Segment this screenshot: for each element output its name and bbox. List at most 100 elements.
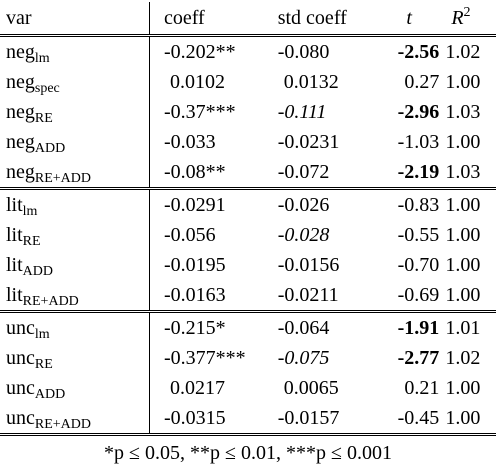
std-coeff-value: 0.0065 (284, 377, 339, 399)
r2-cell: 1.02 (443, 36, 496, 68)
std-coeff-cell: -0.080 (272, 36, 379, 68)
t-cell: -0.55 (379, 220, 443, 250)
t-cell: -0.83 (379, 189, 443, 221)
var-cell: neglm (0, 36, 149, 68)
std-coeff-cell: -0.0156 (272, 250, 379, 280)
t-cell: -1.03 (379, 127, 443, 157)
table-row: litlm -0.0291 -0.026 -0.83 1.00 (0, 189, 496, 221)
header-r2: R2 (443, 2, 496, 36)
t-cell: -0.70 (379, 250, 443, 280)
var-base: lit (6, 284, 23, 306)
var-cell: litADD (0, 250, 149, 280)
var-cell: litlm (0, 189, 149, 221)
var-sub: ADD (35, 387, 65, 402)
header-coeff: coeff (149, 2, 271, 36)
std-coeff-cell: -0.028 (272, 220, 379, 250)
header-var: var (0, 2, 149, 36)
var-cell: litRE (0, 220, 149, 250)
header-r2-base: R (451, 7, 463, 29)
r2-cell: 1.00 (443, 67, 496, 97)
coeff-cell: -0.202** (149, 36, 271, 68)
r2-cell: 1.01 (443, 312, 496, 344)
table-row: litRE+ADD -0.0163 -0.0211 -0.69 1.00 (0, 280, 496, 312)
t-cell: -2.77 (379, 343, 443, 373)
std-coeff-cell: 0.0065 (272, 373, 379, 403)
std-coeff-cell: -0.064 (272, 312, 379, 344)
table-row: uncRE -0.377*** -0.075 -2.77 1.02 (0, 343, 496, 373)
r2-cell: 1.00 (443, 403, 496, 435)
var-cell: unclm (0, 312, 149, 344)
std-coeff-value: 0.0132 (284, 71, 339, 93)
var-sub: RE+ADD (35, 417, 91, 432)
r2-cell: 1.00 (443, 250, 496, 280)
var-base: neg (6, 71, 35, 93)
coeff-cell: -0.377*** (149, 343, 271, 373)
std-coeff-cell: -0.075 (272, 343, 379, 373)
var-base: unc (6, 407, 35, 429)
var-cell: uncRE+ADD (0, 403, 149, 435)
group-unc: unclm -0.215* -0.064 -1.91 1.01 uncRE -0… (0, 312, 496, 435)
coeff-cell: -0.0291 (149, 189, 271, 221)
t-cell: 0.21 (379, 373, 443, 403)
coeff-value: 0.0102 (170, 71, 225, 93)
var-base: neg (6, 131, 35, 153)
var-base: unc (6, 317, 35, 339)
group-lit: litlm -0.0291 -0.026 -0.83 1.00 litRE -0… (0, 189, 496, 312)
var-base: unc (6, 347, 35, 369)
header-t-label: t (406, 7, 412, 29)
coeff-cell: -0.215* (149, 312, 271, 344)
table-row: unclm -0.215* -0.064 -1.91 1.01 (0, 312, 496, 344)
var-base: lit (6, 254, 23, 276)
r2-cell: 1.00 (443, 373, 496, 403)
var-cell: negADD (0, 127, 149, 157)
group-neg: neglm -0.202** -0.080 -2.56 1.02 negspec… (0, 36, 496, 189)
var-sub: lm (35, 51, 50, 66)
r2-cell: 1.03 (443, 157, 496, 189)
var-cell: uncRE (0, 343, 149, 373)
t-cell: -2.56 (379, 36, 443, 68)
r2-cell: 1.00 (443, 280, 496, 312)
var-sub: lm (35, 327, 50, 342)
r2-cell: 1.00 (443, 127, 496, 157)
var-base: lit (6, 194, 23, 216)
var-cell: uncADD (0, 373, 149, 403)
results-table-container: var coeff std coeff t R2 neglm -0.202** … (0, 0, 496, 432)
coeff-cell: -0.056 (149, 220, 271, 250)
var-sub: ADD (35, 141, 65, 156)
t-cell: -0.45 (379, 403, 443, 435)
std-coeff-cell: -0.0211 (272, 280, 379, 312)
significance-footnote: *p ≤ 0.05, **p ≤ 0.01, ***p ≤ 0.001 (0, 435, 496, 470)
std-coeff-cell: -0.0157 (272, 403, 379, 435)
coeff-cell: -0.0315 (149, 403, 271, 435)
coeff-cell: -0.0163 (149, 280, 271, 312)
var-base: neg (6, 101, 35, 123)
t-cell: -2.96 (379, 97, 443, 127)
var-sub: spec (35, 81, 60, 96)
coeff-cell: 0.0217 (149, 373, 271, 403)
r2-cell: 1.03 (443, 97, 496, 127)
var-sub: ADD (23, 264, 53, 279)
coeff-cell: -0.08** (149, 157, 271, 189)
r2-cell: 1.02 (443, 343, 496, 373)
table-row: uncADD 0.0217 0.0065 0.21 1.00 (0, 373, 496, 403)
var-sub: RE (23, 234, 41, 249)
var-cell: negRE+ADD (0, 157, 149, 189)
header-std-coeff: std coeff (272, 2, 379, 36)
coeff-value: 0.0217 (170, 377, 225, 399)
header-t: t (379, 2, 443, 36)
var-sub: lm (23, 204, 38, 219)
t-cell: -1.91 (379, 312, 443, 344)
t-cell: -2.19 (379, 157, 443, 189)
var-cell: negRE (0, 97, 149, 127)
t-cell: -0.69 (379, 280, 443, 312)
header-row: var coeff std coeff t R2 (0, 2, 496, 36)
r2-cell: 1.00 (443, 220, 496, 250)
var-base: lit (6, 224, 23, 246)
coeff-cell: -0.37*** (149, 97, 271, 127)
std-coeff-cell: -0.0231 (272, 127, 379, 157)
coeff-cell: -0.0195 (149, 250, 271, 280)
table-row: negspec 0.0102 0.0132 0.27 1.00 (0, 67, 496, 97)
var-sub: RE+ADD (23, 294, 79, 309)
coeff-cell: -0.033 (149, 127, 271, 157)
